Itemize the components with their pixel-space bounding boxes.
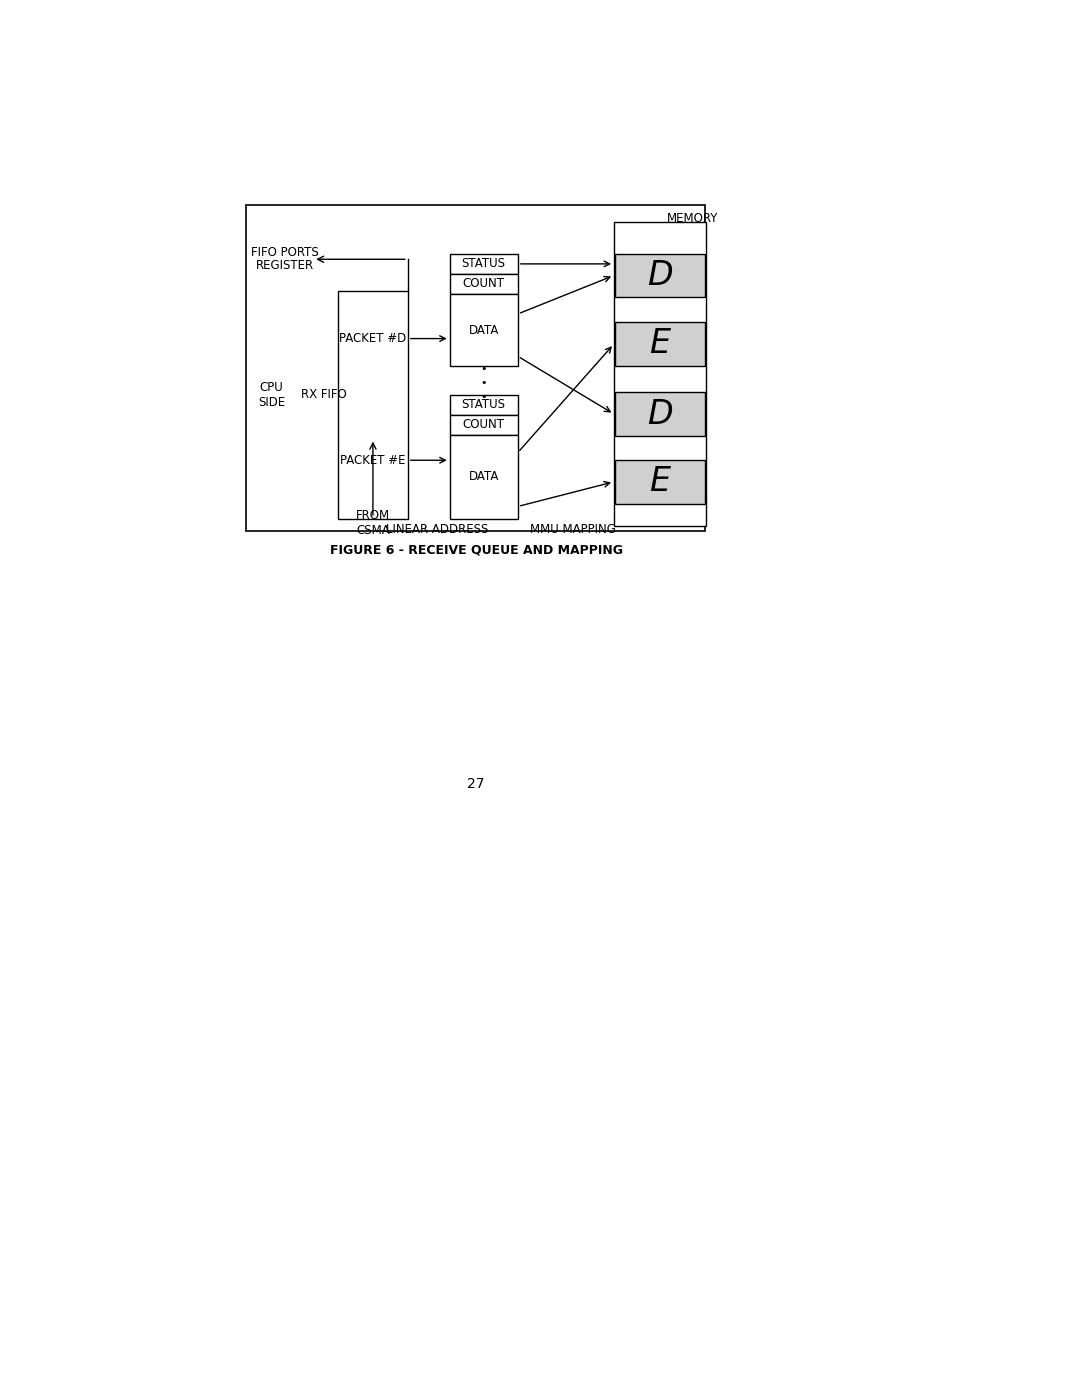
Text: FROM: FROM xyxy=(356,510,390,522)
Text: •
•
•: • • • xyxy=(481,365,487,402)
Bar xyxy=(449,293,517,366)
Text: STATUS: STATUS xyxy=(462,257,505,271)
Text: COUNT: COUNT xyxy=(462,418,504,432)
Bar xyxy=(615,460,705,504)
Text: STATUS: STATUS xyxy=(462,398,505,411)
Bar xyxy=(615,254,705,298)
Bar xyxy=(246,204,704,531)
Text: D: D xyxy=(647,258,673,292)
Text: PACKET #E: PACKET #E xyxy=(340,454,406,467)
Text: COUNT: COUNT xyxy=(462,278,504,291)
Text: LINEAR ADDRESS: LINEAR ADDRESS xyxy=(386,522,488,536)
Bar xyxy=(338,291,408,518)
Text: 27: 27 xyxy=(468,777,485,791)
Bar xyxy=(449,434,517,518)
Bar xyxy=(449,254,517,274)
Text: E: E xyxy=(649,327,671,360)
Text: CSMA: CSMA xyxy=(356,524,390,538)
Text: DATA: DATA xyxy=(469,469,499,483)
Bar xyxy=(449,395,517,415)
Text: FIGURE 6 - RECEIVE QUEUE AND MAPPING: FIGURE 6 - RECEIVE QUEUE AND MAPPING xyxy=(329,543,622,556)
Bar xyxy=(615,393,705,436)
Text: D: D xyxy=(647,398,673,430)
Bar xyxy=(449,274,517,293)
Text: RX FIFO: RX FIFO xyxy=(301,388,347,401)
Text: REGISTER: REGISTER xyxy=(256,260,313,272)
Text: SIDE: SIDE xyxy=(258,395,285,409)
Text: MEMORY: MEMORY xyxy=(667,212,718,225)
Text: CPU: CPU xyxy=(259,381,283,394)
Text: FIFO PORTS: FIFO PORTS xyxy=(251,246,319,260)
Text: E: E xyxy=(649,465,671,499)
Text: DATA: DATA xyxy=(469,324,499,337)
Bar xyxy=(449,415,517,434)
Bar xyxy=(615,321,705,366)
Text: MMU MAPPING: MMU MAPPING xyxy=(530,522,616,536)
Bar xyxy=(613,222,706,527)
Text: PACKET #D: PACKET #D xyxy=(339,332,406,345)
